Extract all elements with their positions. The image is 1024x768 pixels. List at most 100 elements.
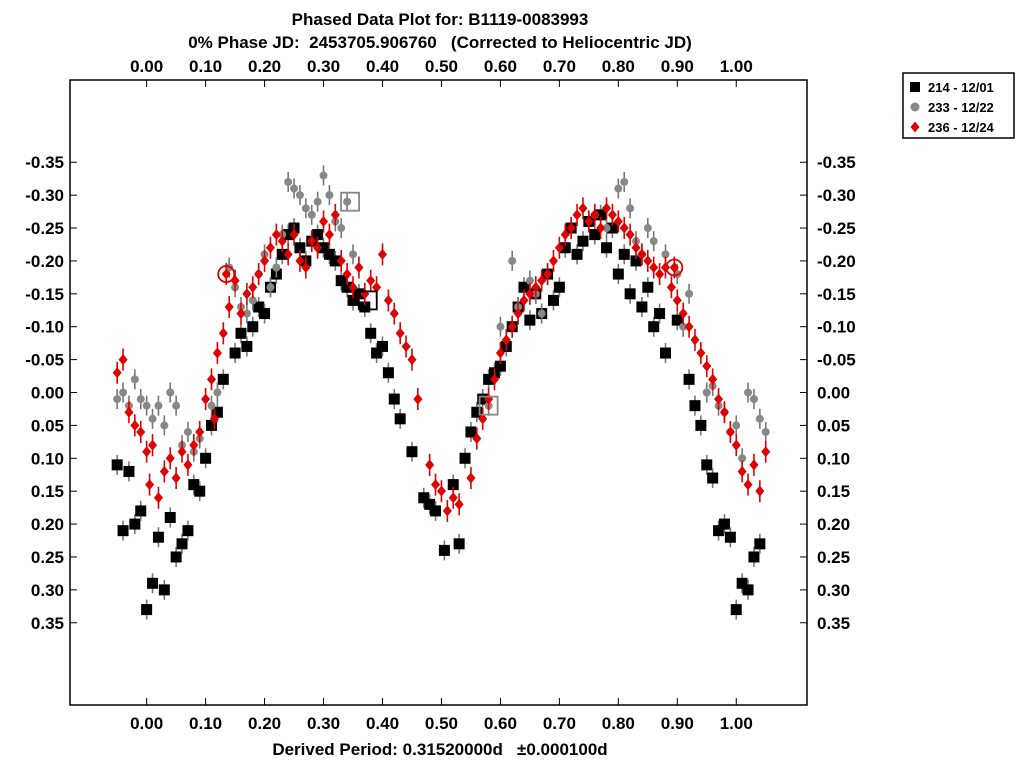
x-tick-label-bottom: 0.40 [366,714,399,733]
data-point [330,209,340,221]
data-point [337,224,346,233]
data-point [172,401,181,410]
x-tick-label-top: 0.30 [307,57,340,76]
data-point [755,414,764,423]
data-point [389,308,399,320]
data-point [207,373,217,385]
data-point [606,222,618,234]
data-point [465,426,477,438]
y-tick-label-right: -0.10 [817,318,856,337]
data-point [312,229,324,241]
data-point [183,427,192,436]
data-point [354,262,364,273]
data-point [672,294,682,306]
data-point [342,268,352,280]
data-point [407,354,417,366]
data-point [620,177,629,186]
data-point [154,401,163,410]
data-point [547,294,559,306]
x-tick-label-bottom: 0.00 [130,714,163,733]
legend-label: 233 - 12/22 [928,100,994,115]
data-point [129,518,141,530]
highlight-marker [357,290,378,311]
data-point [401,340,411,352]
data-point [495,347,505,359]
data-point [424,498,436,510]
data-point [448,492,458,504]
data-point [654,308,666,320]
data-point [147,577,159,589]
data-point [183,459,193,471]
chart-subtitle: 0% Phase JD: 2453705.906760 (Corrected t… [188,33,692,52]
data-point [295,255,305,267]
data-point [483,373,495,385]
data-point [141,604,153,616]
x-tick-label-bottom: 0.50 [425,714,458,733]
data-point [130,375,139,384]
data-point [701,459,713,471]
data-point [283,248,293,260]
data-point [438,544,450,556]
data-point [761,446,771,458]
data-point [336,255,346,267]
data-point [425,459,435,471]
data-point [265,242,275,254]
data-point [236,308,246,320]
data-point [165,452,175,464]
x-tick-label-top: 0.00 [130,57,163,76]
data-point [713,525,725,537]
data-point [718,518,730,530]
data-point [525,288,535,300]
highlight-marker [478,395,499,416]
data-point [189,439,199,451]
data-point [679,322,688,331]
highlight-layer [217,191,684,416]
x-tick-label-bottom: 0.70 [543,714,576,733]
data-point [543,268,553,280]
data-point [702,388,711,397]
y-tick-label-right: -0.20 [817,252,856,271]
data-point [272,263,281,272]
data-point [637,248,647,260]
data-point [590,209,600,221]
data-point [743,479,753,491]
data-point [524,314,536,326]
data-point [301,262,311,273]
data-point [730,604,742,616]
data-point [266,283,275,292]
data-point [200,452,212,464]
data-point [142,446,152,458]
y-tick-label-left: 0.05 [31,416,64,435]
data-point [661,250,670,259]
data-point [166,388,175,397]
data-point [377,248,387,260]
y-tick-label-right: 0.25 [817,548,850,567]
data-point [259,308,271,320]
data-point [749,395,758,404]
y-tick-label-right: 0.15 [817,482,850,501]
data-point [301,204,310,213]
y-tick-label-right: 0.30 [817,581,850,600]
data-point [343,197,352,206]
x-tick-label-top: 0.60 [484,57,517,76]
y-tick-label-left: 0.00 [31,384,64,403]
data-point [738,454,747,463]
data-point [136,426,146,438]
x-tick-label-top: 0.10 [189,57,222,76]
data-point [572,209,582,221]
x-tick-label-bottom: 1.00 [720,714,753,733]
data-point [171,472,181,484]
data-point [614,184,623,193]
y-tick-label-left: -0.25 [25,219,64,238]
data-point [560,229,570,241]
data-point [130,419,140,431]
plot-area [69,79,808,706]
data-point [247,321,259,333]
data-point [254,268,264,280]
data-point [276,248,288,260]
data-point [142,401,151,410]
data-point [643,224,652,233]
y-tick-label-right: -0.05 [817,351,856,370]
data-point [525,276,534,285]
data-point [123,465,135,477]
